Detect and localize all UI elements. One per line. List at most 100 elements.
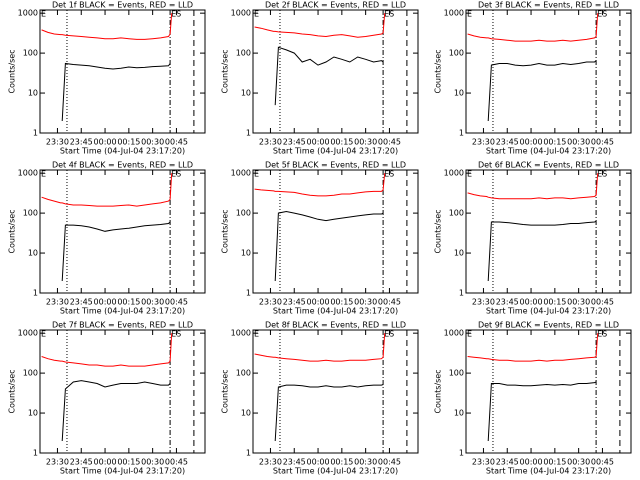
series-line [61, 62, 171, 122]
y-tick-label: 100 [23, 49, 38, 58]
y-tick-label: 1 [33, 289, 38, 298]
series-line [467, 333, 599, 362]
plot-frame [465, 9, 632, 134]
y-tick-label: 10 [454, 409, 464, 418]
x-tick-label: 00:15 [117, 458, 140, 467]
y-axis-label: Counts/sec [8, 369, 17, 413]
x-tick-label: 00:15 [543, 298, 566, 307]
y-tick-label: 100 [23, 209, 38, 218]
x-tick-label: 00:15 [330, 458, 353, 467]
y-axis-label: Counts/sec [434, 49, 443, 93]
plot-frame [252, 169, 419, 294]
x-tick-label: 00:15 [117, 298, 140, 307]
annotation: E [254, 10, 259, 19]
x-tick-label: 00:15 [330, 298, 353, 307]
annotation: E [254, 170, 259, 179]
x-tick-label: 00:00 [520, 298, 543, 307]
series-line [41, 333, 173, 367]
y-axis-label: Counts/sec [434, 209, 443, 253]
x-tick-label: 00:15 [117, 138, 140, 147]
chart-title: Det 4f BLACK = Events, RED = LLD [52, 161, 193, 170]
series-line [41, 13, 173, 40]
y-axis-label: Counts/sec [8, 49, 17, 93]
y-tick-label: 10 [241, 89, 251, 98]
x-tick-label: 00:45 [591, 458, 614, 467]
panel: Det 8f BLACK = Events, RED = LLD Start Ti… [221, 321, 419, 476]
annotation: ES [597, 170, 607, 179]
annotation: E [41, 170, 46, 179]
series-line [274, 384, 384, 442]
x-tick-label: 00:30 [354, 458, 377, 467]
x-tick-label: 00:30 [141, 298, 164, 307]
y-tick-label: 10 [241, 409, 251, 418]
y-tick-label: 1 [246, 289, 251, 298]
chart-title: Det 1f BLACK = Events, RED = LLD [52, 1, 193, 10]
y-tick-label: 1 [459, 449, 464, 458]
annotation: ES [171, 170, 181, 179]
y-tick-label: 100 [236, 369, 251, 378]
series-line [467, 173, 599, 200]
annotation: ES [384, 10, 394, 19]
y-tick-label: 1000 [18, 169, 38, 178]
y-tick-label: 1000 [18, 329, 38, 338]
annotation: ES [384, 330, 394, 339]
x-tick-label: 00:00 [94, 458, 117, 467]
y-tick-label: 10 [454, 89, 464, 98]
annotation: ES [171, 330, 181, 339]
x-tick-label: 00:00 [520, 458, 543, 467]
x-axis-label: Start Time (04-Jul-04 23:17:20) [60, 307, 185, 316]
series-line [61, 380, 171, 442]
plot-frame [252, 329, 419, 454]
x-tick-label: 23:30 [472, 458, 495, 467]
panel: Det 4f BLACK = Events, RED = LLD Start Ti… [8, 161, 206, 316]
x-tick-label: 00:30 [567, 458, 590, 467]
x-tick-label: 23:30 [259, 458, 282, 467]
x-tick-label: 23:45 [496, 298, 519, 307]
chart-title: Det 6f BLACK = Events, RED = LLD [478, 161, 619, 170]
x-tick-label: 00:45 [165, 298, 188, 307]
y-axis-label: Counts/sec [8, 209, 17, 253]
series-line [41, 173, 173, 207]
x-tick-label: 23:30 [472, 298, 495, 307]
x-axis-label: Start Time (04-Jul-04 23:17:20) [486, 467, 611, 476]
x-axis-label: Start Time (04-Jul-04 23:17:20) [60, 147, 185, 156]
plot-frame [39, 329, 206, 454]
x-tick-label: 23:45 [70, 298, 93, 307]
series-line [61, 221, 171, 282]
series-line [254, 333, 386, 362]
series-line [487, 381, 597, 442]
plot-frame [465, 169, 632, 294]
y-tick-label: 10 [241, 249, 251, 258]
annotation: ES [384, 170, 394, 179]
series-line [254, 13, 386, 38]
chart-title: Det 7f BLACK = Events, RED = LLD [52, 321, 193, 330]
y-tick-label: 10 [454, 249, 464, 258]
annotation: E [467, 10, 472, 19]
x-tick-label: 00:15 [543, 458, 566, 467]
x-axis-label: Start Time (04-Jul-04 23:17:20) [273, 467, 398, 476]
x-tick-label: 23:45 [283, 138, 306, 147]
x-tick-label: 00:45 [591, 138, 614, 147]
annotation: E [467, 170, 472, 179]
y-tick-label: 1 [459, 289, 464, 298]
x-tick-label: 00:00 [94, 138, 117, 147]
series-line [274, 210, 384, 282]
y-tick-label: 1000 [231, 9, 251, 18]
x-axis-label: Start Time (04-Jul-04 23:17:20) [486, 147, 611, 156]
y-tick-label: 10 [28, 409, 38, 418]
chart-title: Det 9f BLACK = Events, RED = LLD [478, 321, 619, 330]
x-tick-label: 00:30 [354, 138, 377, 147]
x-tick-label: 00:00 [307, 138, 330, 147]
x-tick-label: 00:15 [543, 138, 566, 147]
annotation: ES [171, 10, 181, 19]
y-tick-label: 100 [236, 209, 251, 218]
x-tick-label: 23:30 [46, 458, 69, 467]
series-line [487, 220, 597, 282]
y-tick-label: 1000 [231, 169, 251, 178]
x-tick-label: 23:45 [496, 458, 519, 467]
x-tick-label: 00:45 [378, 138, 401, 147]
y-tick-label: 10 [28, 249, 38, 258]
x-tick-label: 00:30 [567, 138, 590, 147]
annotation: E [41, 330, 46, 339]
